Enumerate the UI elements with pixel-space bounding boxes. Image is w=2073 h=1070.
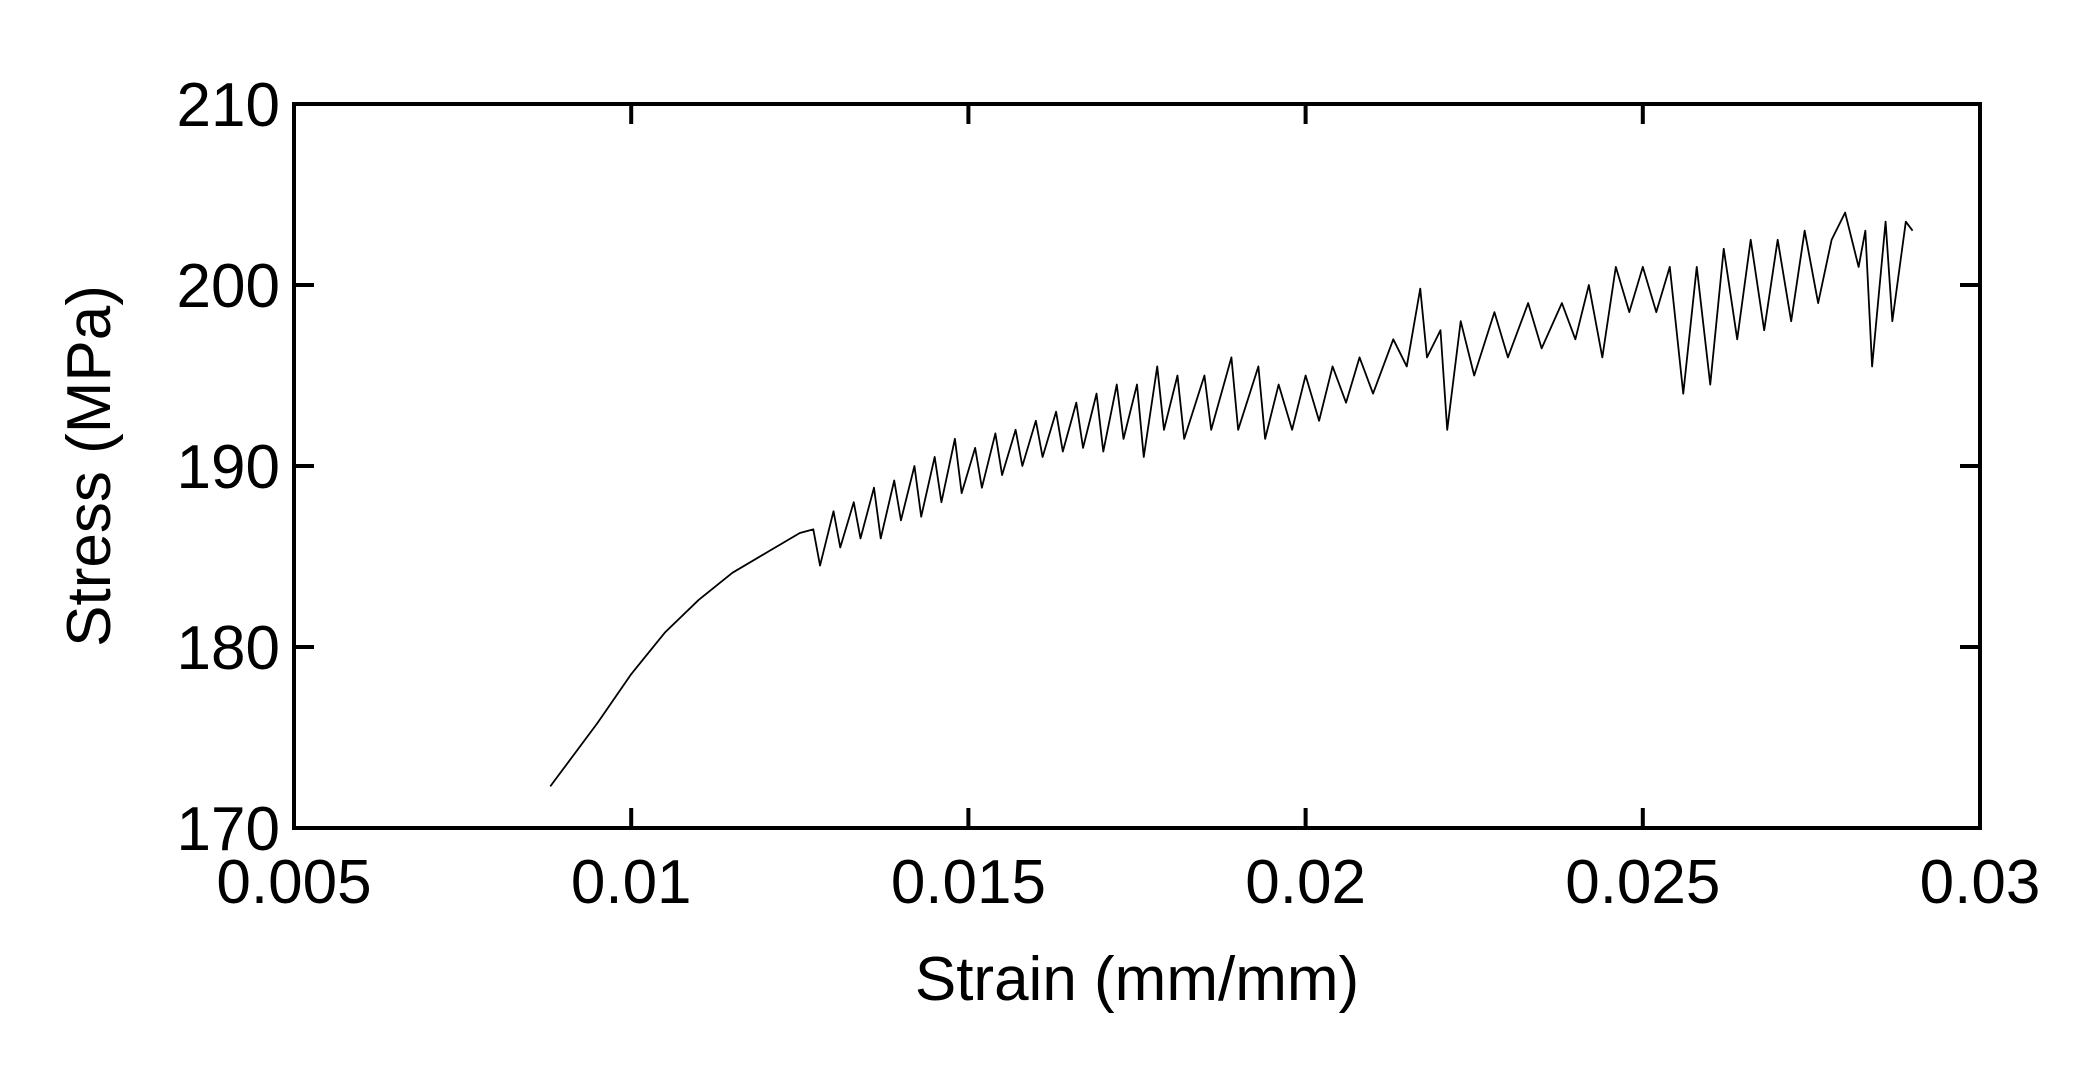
data-line xyxy=(549,211,1914,787)
y-tick-label: 170 xyxy=(177,795,280,864)
y-tick-label: 210 xyxy=(177,71,280,140)
x-tick-label: 0.01 xyxy=(571,848,692,917)
x-tick-label: 0.025 xyxy=(1565,848,1720,917)
y-axis-label: Stress (MPa) xyxy=(55,285,124,647)
y-tick-label: 200 xyxy=(177,252,280,321)
y-tick-label: 190 xyxy=(177,433,280,502)
x-axis-label: Strain (mm/mm) xyxy=(915,945,1359,1014)
x-tick-label: 0.02 xyxy=(1245,848,1366,917)
plot-frame xyxy=(292,102,1982,830)
x-tick-label: 0.005 xyxy=(216,848,371,917)
y-tick-label: 180 xyxy=(177,614,280,683)
x-tick-label: 0.03 xyxy=(1920,848,2041,917)
x-tick-label: 0.015 xyxy=(891,848,1046,917)
